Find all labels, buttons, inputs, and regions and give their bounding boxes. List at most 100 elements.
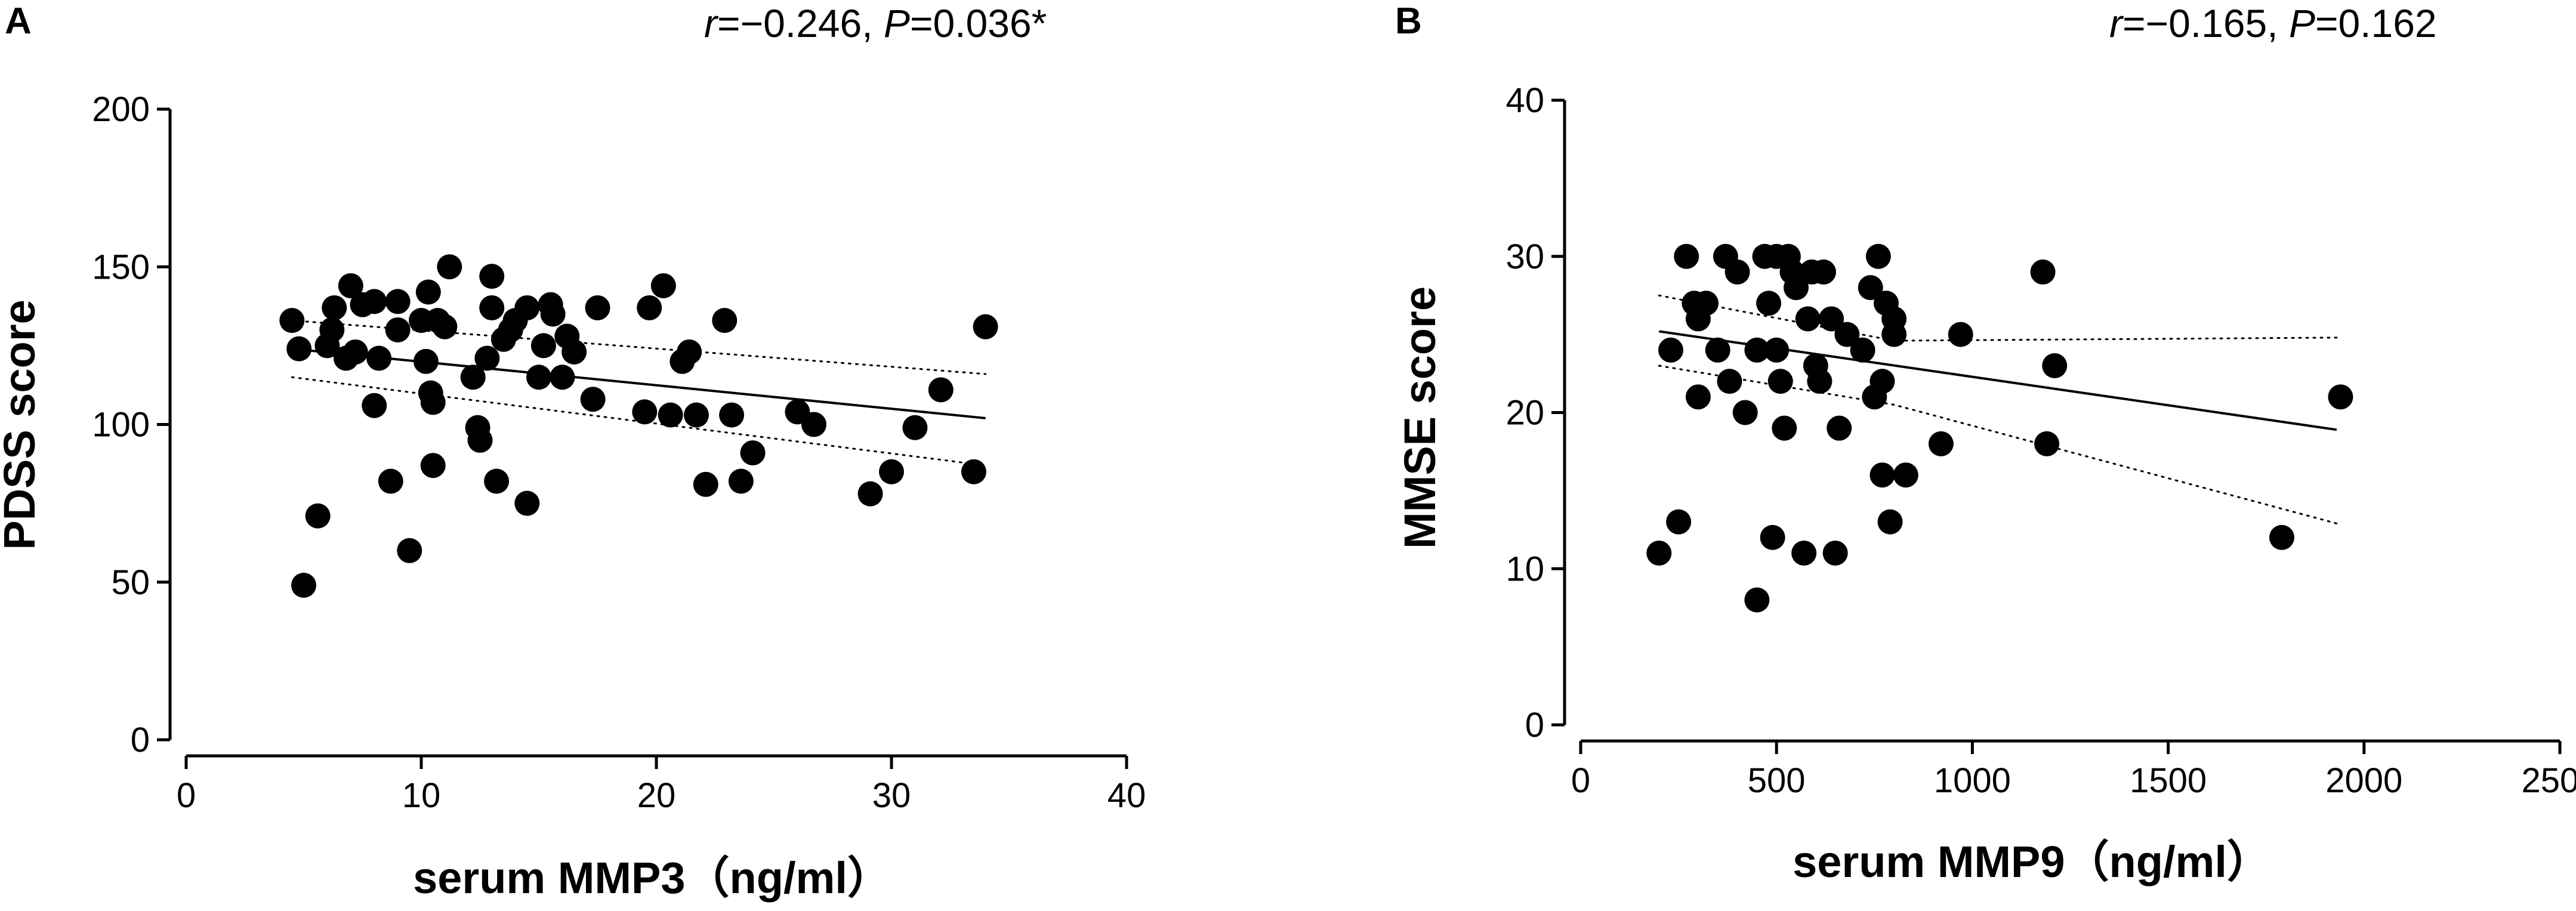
panel-a-data-point [322,295,347,320]
panel-b-data-point [2328,384,2353,410]
panel-b-data-point [2042,353,2068,378]
panel-b-ci-lower [1658,365,2338,524]
panel-a-statistics: r=−0.246, P=0.036* [704,1,1047,45]
panel-a-letter: A [5,1,32,42]
panel-b-p-value: =0.162 [2315,1,2437,45]
panel-a-data-point [385,289,411,314]
panel-a-data-point [420,390,446,415]
panel-a-data-point [305,503,331,529]
panel-a-data-point [928,377,954,403]
panel-b-data-point [1807,369,1832,394]
panel-b-data-point [1772,415,1797,441]
panel-a-y-tick-label: 0 [131,721,150,759]
panel-b-data-point [1850,337,1875,363]
panel-b-data-point [1658,337,1683,363]
panel-a-y-axis-title: PDSS score [0,299,44,550]
panel-b-r-label: r [2109,1,2124,45]
panel-a-x-tick-label: 40 [1107,776,1146,815]
panel-a-data-point [580,387,606,412]
panel-a-x-tick-label: 0 [177,776,196,815]
panel-b-y-tick-label: 30 [1506,237,1544,276]
panel-b-data-point [1756,291,1782,316]
panel-b-data-point [1810,259,1836,285]
panel-b-data-point [2030,259,2056,285]
panel-a-data-point [961,459,986,484]
panel-b-data-point [1674,243,1699,269]
panel-a-data-point [432,314,458,339]
panel-a-data-point [413,348,439,374]
panel-a-data-point [479,264,505,289]
panel-b-data-point [1760,524,1785,550]
panel-a-data-point [740,440,766,466]
panel-a-data-point [658,402,683,428]
panel-a-data-point [467,427,493,453]
panel-a-data-point [550,365,575,390]
panel-a-data-point [385,317,411,342]
panel-a-x-tick-label: 10 [402,776,441,815]
panel-a-data-point [437,254,462,280]
panel-b-y-axis-title: MMSE score [1395,286,1445,549]
panel-b-data-point [1791,541,1817,566]
panel-b-data-point [1717,369,1742,394]
panel-b-data-point [1764,337,1790,363]
panel-a-data-point [474,345,500,371]
panel-a-data-point [366,345,392,371]
panel-b-x-tick-label: 0 [1571,761,1590,800]
panel-a-data-point [420,453,446,478]
panel-a-data-point [719,402,745,428]
panel-a-r-label: r [704,1,719,45]
panel-a-data-point [728,468,754,494]
panel-a-data-point [319,317,345,342]
panel-a-data-point [415,279,441,305]
panel-a-data-point [973,314,998,339]
panel-b-data-point [1893,462,1918,488]
panel-a-data-point [693,471,718,497]
panel-b-data-point [2034,431,2060,456]
panel-a-y-tick-label: 150 [92,248,150,286]
panel-b-data-point [1819,306,1844,332]
panel-a-y-tick-label: 200 [92,90,150,129]
panel-a-data-point [378,468,403,494]
panel-a-data-point [338,273,363,298]
panel-b-x-tick-label: 2500 [2521,761,2576,800]
panel-a-data-point [540,301,566,327]
panel-b-x-tick-label: 2000 [2325,761,2402,800]
panel-a-x-axis-title: serum MMP3（ng/ml） [413,853,891,903]
panel-b-y-tick-label: 10 [1506,549,1544,588]
panel-b-data-point [1877,509,1903,535]
panel-a-data-point [514,490,540,516]
panel-a-data-point [677,339,702,365]
panel-a-y-tick-label: 50 [111,563,150,602]
panel-b-data-point [1693,291,1719,316]
panel-b-data-point [1928,431,1954,456]
panel-a-data-point [484,468,510,494]
panel-a-data-point [801,412,826,437]
panel-b-y-tick-label: 20 [1506,394,1544,433]
panel-a-y-tick-label: 100 [92,406,150,444]
panel-a-data-point [526,365,551,390]
panel-b-ci-upper [1658,294,2338,342]
panel-b-y-tick-label: 0 [1525,706,1544,745]
panel-b-x-tick-label: 1000 [1934,761,2011,800]
panel-b-data-point [1767,369,1793,394]
panel-a-data-point [857,481,883,507]
panel-a-axes: 0 50 100 150 200 0 10 20 30 40 [92,90,1146,815]
panel-b-x-tick-label: 1500 [2130,761,2207,800]
panel-a-data-point [632,399,658,425]
panel-b-axes: 0 10 20 30 40 0 500 1000 1500 2000 2500 [1506,81,2576,800]
panel-b-data-point [1732,400,1758,425]
panel-b: B r=−0.165, P=0.162 0 10 20 30 40 0 500 1000 150… [1395,1,2576,887]
panel-a-data-point [712,308,738,333]
panel-a-data-point [479,295,505,320]
panel-b-statistics: r=−0.165, P=0.162 [2109,1,2437,45]
panel-b-x-axis-title: serum MMP9（ng/ml） [1793,837,2271,887]
panel-a-data-point [286,336,312,362]
panel-b-data-point [1685,384,1711,410]
panel-a-data-point [343,339,368,365]
panel-b-data-point [1724,259,1750,285]
panel-b-p-label: P [2289,1,2315,45]
panel-a-data-point [585,295,610,320]
panel-b-data-point [1705,337,1730,363]
panel-b-data-point [1646,541,1672,566]
